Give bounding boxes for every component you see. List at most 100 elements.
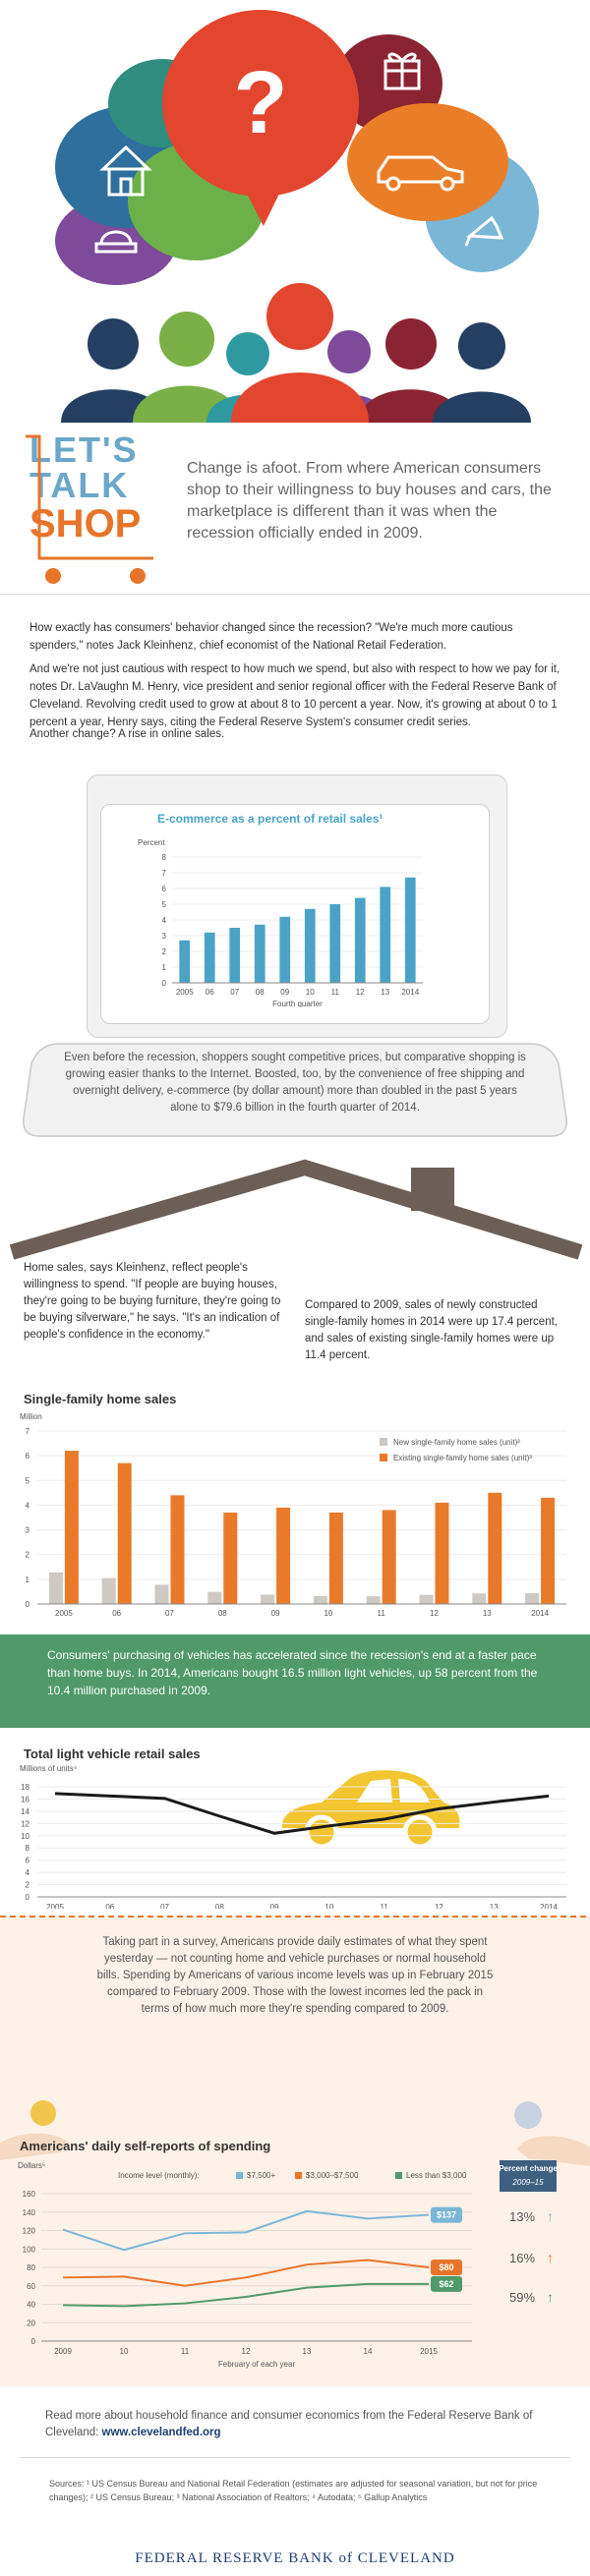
new-home-sales-bar [207, 1591, 222, 1604]
roof-illustration [9, 1159, 583, 1260]
spending-x-tick: 2015 [420, 2347, 438, 2356]
ecommerce-y-tick: 1 [162, 963, 167, 972]
home-y-tick: 0 [26, 1600, 30, 1609]
gift-icon [384, 52, 421, 90]
spending-end-label-box [431, 2206, 462, 2223]
home-legend-label: New single-family home sales (unit)² [393, 1438, 520, 1447]
paragraph-revolving-credit: And we're not just cautious with respect… [30, 663, 560, 728]
ecommerce-x-tick: 11 [331, 988, 340, 997]
spending-x-tick: 14 [364, 2347, 373, 2356]
intro-text: Change is afoot. From where American con… [187, 460, 552, 542]
hero-illustration: ? [0, 0, 590, 423]
existing-home-sales-bar [488, 1492, 502, 1604]
new-home-sales-bar [48, 1572, 63, 1604]
ecommerce-bar [354, 897, 366, 983]
spending-y-tick: 60 [27, 2282, 35, 2291]
hand-card-right-icon [514, 2101, 590, 2166]
dashed-divider [0, 1916, 590, 1918]
spending-legend-label: Less than $3,000 [406, 2171, 467, 2180]
home-y-tick: 4 [26, 1501, 30, 1510]
new-home-sales-bar [101, 1577, 116, 1604]
ecommerce-x-tick: 13 [381, 988, 389, 997]
vehicle-callout-text: Consumers' purchasing of vehicles has ac… [47, 1648, 538, 1697]
tablet-frame [23, 1043, 567, 1137]
ecommerce-y-axis-label: Percent [138, 838, 165, 847]
existing-home-sales-bar [382, 1510, 396, 1604]
spending-y-axis-label: Dollars⁵ [18, 2161, 45, 2170]
existing-home-sales-bar [328, 1512, 343, 1604]
home-y-tick: 1 [26, 1575, 30, 1584]
home-x-tick: 13 [483, 1609, 492, 1618]
home-y-tick: 3 [26, 1526, 30, 1535]
up-arrow-icon: ↑ [547, 2208, 554, 2224]
new-home-sales-bar [366, 1596, 381, 1604]
home-x-tick: 09 [271, 1609, 280, 1618]
vehicle-y-tick: 14 [21, 1807, 30, 1816]
ecommerce-note: Even before the recession, shoppers soug… [64, 1052, 526, 1114]
ecommerce-bar [304, 908, 316, 983]
spending-x-tick: 10 [120, 2347, 129, 2356]
spending-section [0, 1917, 590, 2386]
ecommerce-bar [254, 924, 266, 983]
clevelandfed-link[interactable]: www.clevelandfed.org [101, 2427, 221, 2438]
home-y-axis-label: Million [20, 1412, 42, 1421]
ecommerce-bar [279, 916, 291, 983]
ecommerce-bar [404, 877, 416, 983]
home-y-tick: 6 [26, 1452, 30, 1460]
sofa-icon [94, 230, 138, 254]
existing-home-sales-bar [170, 1495, 185, 1604]
vehicle-callout-band [0, 1634, 590, 1728]
spending-line [62, 2282, 429, 2308]
lets-talk-shop-logo: LET'S TALK SHOP [30, 432, 187, 580]
spending-legend-prefix: Income level (monthly): [118, 2171, 200, 2180]
vehicle-x-tick: 11 [381, 1903, 389, 1909]
divider-line [20, 2457, 570, 2458]
home-x-tick: 08 [218, 1609, 227, 1618]
survey-text: Taking part in a survey, Americans provi… [96, 1936, 494, 2015]
spending-line [62, 2209, 430, 2252]
vehicle-chart: Millions of units⁴ 0 2 4 6 8 10 12 14 16 18 2005 06 0… [20, 1764, 566, 1909]
existing-home-sales-bar [117, 1462, 132, 1604]
spending-legend-swatch [236, 2172, 243, 2179]
federal-reserve-footer: FEDERAL RESERVE BANK of CLEVELAND [135, 2550, 455, 2566]
new-home-sales-bar [419, 1594, 434, 1604]
vehicle-x-tick: 2014 [540, 1903, 558, 1909]
shopping-cart-icon [26, 434, 153, 584]
new-home-sales-bar [472, 1593, 487, 1604]
ecommerce-x-tick: 2014 [401, 988, 419, 997]
spending-x-tick: 2009 [54, 2347, 72, 2356]
vehicle-y-tick: 18 [21, 1783, 30, 1792]
spending-legend-swatch [295, 2172, 302, 2179]
home-y-tick: 2 [26, 1551, 30, 1560]
home-sales-chart-title: Single-family home sales [24, 1392, 177, 1406]
vehicle-sales-line [54, 1792, 550, 1835]
home-y-tick: 7 [26, 1427, 30, 1436]
percent-change-value: 16% [509, 2251, 535, 2265]
vehicle-y-tick: 0 [26, 1893, 30, 1902]
percent-change-value: 13% [509, 2209, 535, 2224]
home-sales-quote: Home sales, says Kleinhenz, reflect peop… [24, 1262, 281, 1341]
spending-end-label: $137 [437, 2210, 456, 2220]
up-arrow-icon: ↑ [547, 2289, 554, 2305]
logo-lets: LET'S [30, 429, 139, 470]
up-arrow-icon: ↑ [547, 2250, 554, 2265]
existing-home-sales-bar [276, 1507, 291, 1604]
paragraph-online-sales: Another change? A rise in online sales. [30, 728, 225, 740]
ecommerce-x-tick: 07 [230, 988, 239, 997]
ecommerce-bar [204, 932, 215, 983]
home-legend-swatch [380, 1454, 387, 1461]
spending-chart-title: Americans' daily self-reports of spendin… [20, 2139, 271, 2153]
spending-y-tick: 0 [31, 2337, 36, 2346]
read-more: Read more about household finance and co… [45, 2408, 557, 2441]
spending-line [62, 2259, 430, 2287]
home-x-tick: 10 [324, 1609, 332, 1618]
orange-bubble [347, 103, 508, 221]
vehicle-x-tick: 12 [435, 1903, 443, 1909]
existing-home-sales-bar [64, 1451, 79, 1604]
existing-home-sales-bar [435, 1502, 449, 1604]
home-sales-stats: Compared to 2009, sales of newly constru… [305, 1299, 558, 1361]
home-y-tick: 5 [26, 1476, 30, 1485]
spending-y-tick: 120 [23, 2227, 36, 2236]
sources-note: Sources: ¹ US Census Bureau and National… [49, 2479, 538, 2502]
spending-y-tick: 40 [27, 2301, 35, 2310]
